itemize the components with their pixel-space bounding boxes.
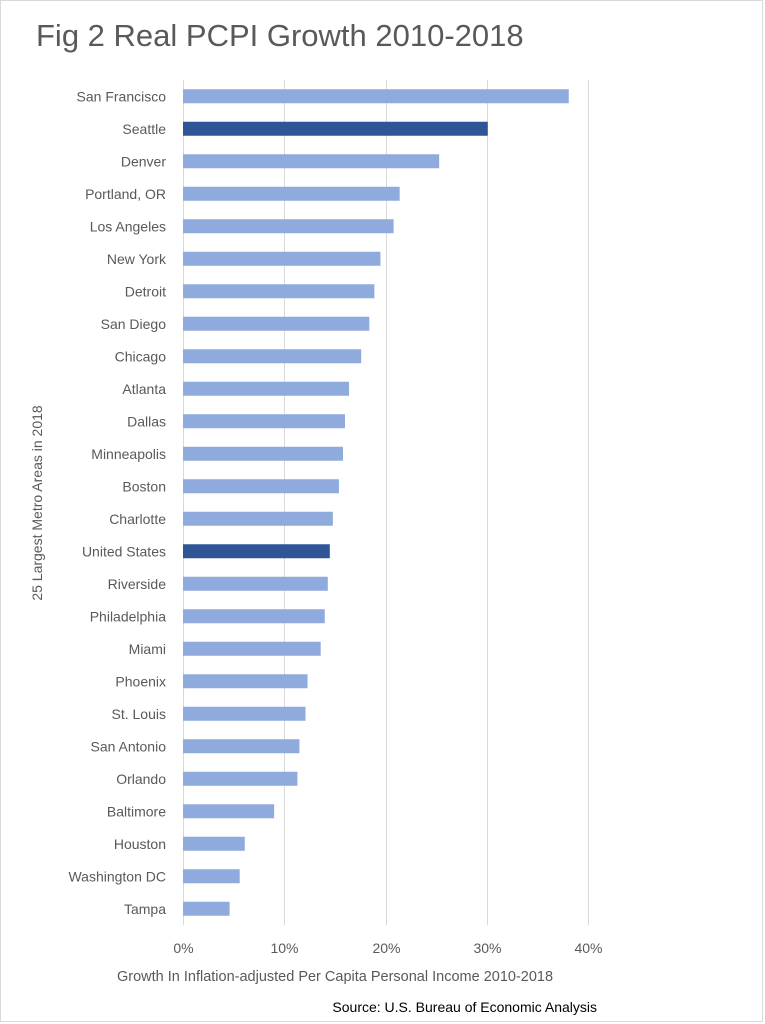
- bar: [183, 446, 343, 461]
- bar: [183, 349, 362, 364]
- bar: [183, 316, 370, 331]
- category-label: Portland, OR: [85, 186, 166, 202]
- category-label: Minneapolis: [91, 446, 166, 462]
- category-label: Boston: [122, 478, 166, 494]
- category-label: Seattle: [122, 121, 166, 137]
- category-label: Atlanta: [122, 381, 166, 397]
- bar: [183, 641, 321, 656]
- bar: [183, 771, 298, 786]
- bar: [183, 706, 306, 721]
- bar: [183, 121, 488, 136]
- x-axis-label: Growth In Inflation-adjusted Per Capita …: [116, 969, 554, 985]
- bar: [183, 284, 375, 299]
- category-label: Chicago: [115, 348, 167, 364]
- bar: [183, 381, 350, 396]
- bar: [183, 414, 345, 429]
- bar: [183, 186, 400, 201]
- x-tick-label: 0%: [173, 940, 193, 956]
- category-label: Houston: [114, 836, 166, 852]
- bar: [183, 901, 230, 916]
- category-label: Denver: [121, 153, 166, 169]
- bar: [183, 739, 300, 754]
- category-label: Dallas: [127, 413, 166, 429]
- category-label: San Diego: [101, 316, 167, 332]
- bar: [183, 836, 245, 851]
- category-label: Tampa: [124, 901, 166, 917]
- category-label: Miami: [129, 641, 166, 657]
- x-tick-labels: 0% 10% 20% 30% 40%: [173, 940, 602, 956]
- category-label: Baltimore: [107, 803, 166, 819]
- bar: [183, 609, 325, 624]
- bars: [183, 89, 569, 916]
- bar: [183, 479, 339, 494]
- category-label: San Francisco: [77, 88, 167, 104]
- category-label: United States: [82, 543, 166, 559]
- bar: [183, 219, 394, 234]
- x-tick-label: 20%: [372, 940, 400, 956]
- bar: [183, 576, 328, 591]
- bar: [183, 511, 333, 526]
- bar: [183, 544, 330, 559]
- category-labels: San Francisco Seattle Denver Portland, OR Lo…: [68, 88, 167, 917]
- bar: [183, 674, 308, 689]
- category-label: Riverside: [108, 576, 167, 592]
- source-note: Source: U.S. Bureau of Economic Analysis: [332, 999, 597, 1015]
- x-tick-label: 10%: [270, 940, 298, 956]
- category-label: Orlando: [116, 771, 166, 787]
- bar: [183, 251, 381, 266]
- category-label: New York: [107, 251, 167, 267]
- bar: [183, 804, 275, 819]
- category-label: Los Angeles: [90, 218, 166, 234]
- category-label: Washington DC: [68, 868, 166, 884]
- bar: [183, 869, 240, 884]
- category-label: San Antonio: [90, 738, 166, 754]
- x-tick-label: 30%: [473, 940, 501, 956]
- category-label: Philadelphia: [90, 608, 166, 624]
- gridlines: [183, 80, 589, 925]
- chart-title: Fig 2 Real PCPI Growth 2010-2018: [36, 18, 524, 53]
- category-label: Phoenix: [115, 673, 166, 689]
- x-tick-label: 40%: [574, 940, 602, 956]
- bar: [183, 154, 440, 169]
- category-label: Detroit: [125, 283, 166, 299]
- bar: [183, 89, 569, 104]
- category-label: Charlotte: [109, 511, 166, 527]
- category-label: St. Louis: [112, 706, 166, 722]
